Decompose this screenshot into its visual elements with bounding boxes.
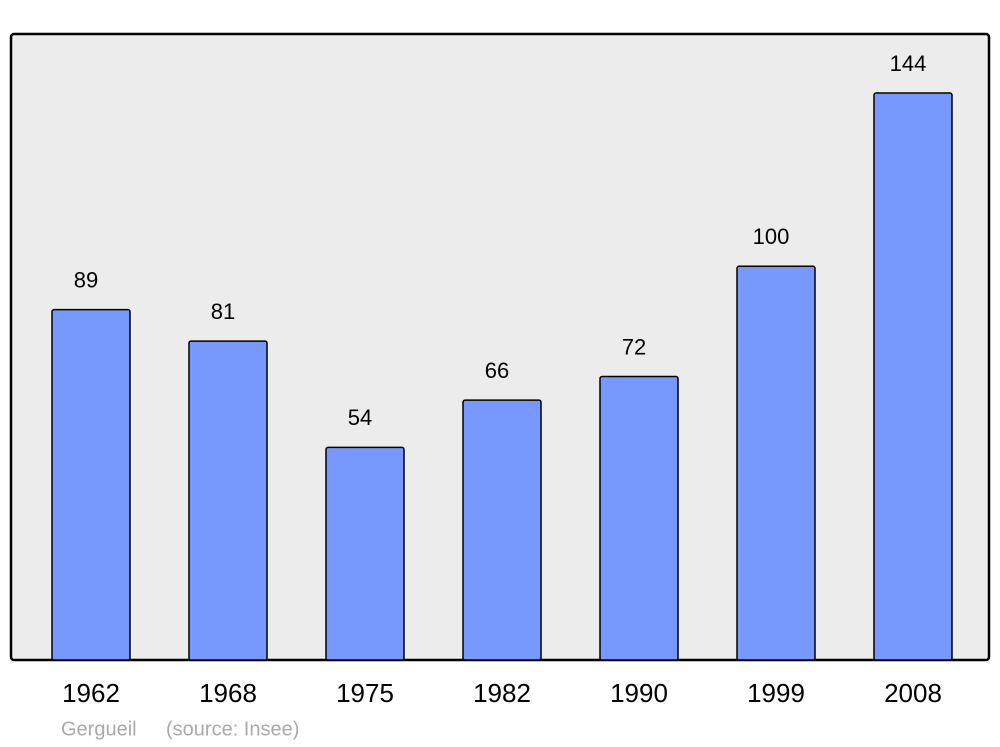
x-tick-label: 1990 [610, 678, 668, 708]
bar [873, 92, 953, 661]
value-label: 100 [753, 224, 790, 249]
source: (source: Insee) [166, 718, 299, 740]
value-label: 54 [348, 405, 372, 430]
x-tick-label: 1999 [747, 678, 805, 708]
x-tick-label: 2008 [884, 678, 942, 708]
bar [462, 399, 542, 661]
value-label: 81 [211, 299, 235, 324]
x-tick-label: 1982 [473, 678, 531, 708]
bar [51, 308, 131, 661]
caption: Gergueil [61, 718, 137, 740]
value-label: 144 [890, 51, 927, 76]
value-label: 89 [74, 267, 98, 292]
x-tick-label: 1962 [62, 678, 120, 708]
x-tick-label: 1975 [336, 678, 394, 708]
bar [325, 446, 405, 661]
value-label: 72 [622, 334, 646, 359]
x-tick-label: 1968 [199, 678, 257, 708]
bar [188, 340, 268, 661]
bar [599, 375, 679, 661]
value-label: 66 [485, 358, 509, 383]
bar [736, 265, 816, 661]
